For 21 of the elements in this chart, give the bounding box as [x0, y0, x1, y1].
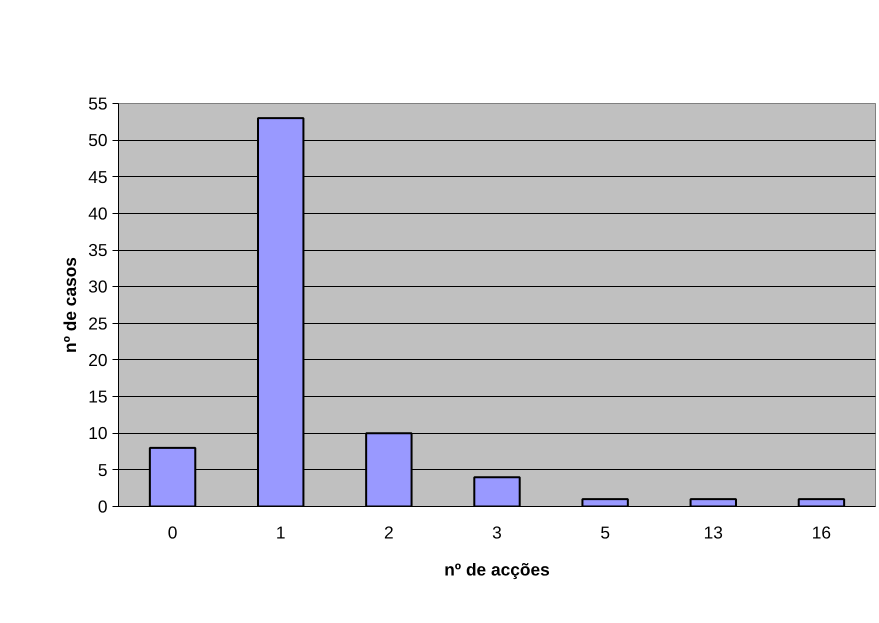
- x-tick-label: 3: [492, 522, 502, 542]
- y-tick-label: 5: [98, 460, 108, 480]
- x-tick-label: 2: [384, 522, 394, 542]
- y-tick-label: 15: [88, 386, 108, 407]
- y-tick-label: 20: [88, 350, 108, 370]
- x-tick-label: 13: [704, 522, 723, 542]
- y-tick-label: 10: [88, 423, 108, 444]
- x-tick-label: 5: [600, 522, 610, 542]
- y-tick-label: 50: [88, 130, 108, 150]
- x-tick-label: 16: [812, 522, 832, 542]
- y-tick-label: 30: [88, 276, 108, 297]
- y-tick-label: 55: [88, 94, 108, 114]
- x-tick-label: 0: [168, 522, 178, 542]
- x-axis-title: nº de acções: [444, 560, 550, 580]
- y-tick-label: 0: [98, 496, 108, 516]
- y-axis-title: nº de casos: [60, 257, 80, 353]
- x-tick-label: 1: [276, 522, 286, 542]
- y-tick-label: 35: [88, 240, 108, 260]
- y-tick-label: 25: [88, 313, 108, 334]
- y-tick-label: 40: [88, 203, 108, 224]
- y-tick-label: 45: [88, 166, 108, 187]
